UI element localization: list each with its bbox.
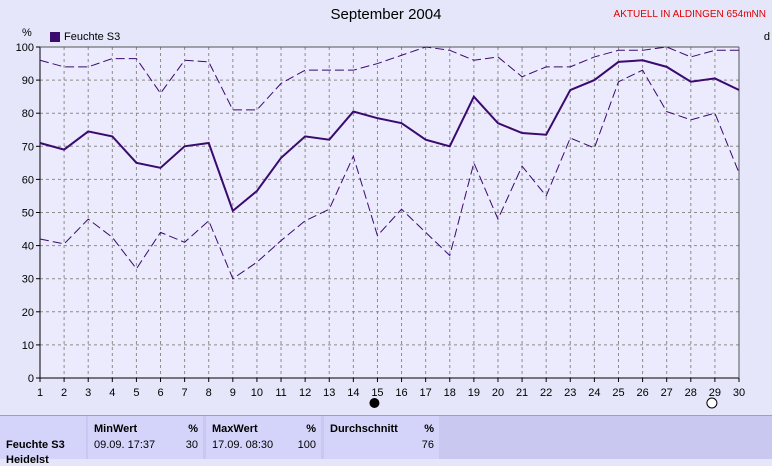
series-mean-line [39,59,740,213]
avg-header: Durchschnitt [330,423,398,435]
min-cell: MinWert % 09.09. 17:37 30 [88,416,203,459]
x-tick-label: 24 [588,387,600,399]
x-tick-label: 13 [323,387,335,399]
min-header: MinWert [94,423,138,435]
x-tick-label: 30 [733,387,745,399]
max-value: 100 [297,439,316,451]
x-tick-label: 27 [661,387,673,399]
y-tick-label: 10 [22,340,34,352]
full-moon-icon [369,398,380,408]
avg-cell: Durchschnitt % 76 [324,416,439,459]
x-tick-label: 17 [420,387,432,399]
x-tick-label: 23 [564,387,576,399]
x-tick-label: 25 [612,387,624,399]
x-tick-label: 15 [371,387,383,399]
y-tick-label: 90 [22,75,34,87]
y-tick-label: 40 [22,241,34,253]
legend-swatch [50,32,60,42]
legend-label: Feuchte S3 [64,31,121,43]
x-tick-label: 26 [636,387,648,399]
x-tick-label: 3 [85,387,91,399]
max-header: MaxWert [212,423,258,435]
max-cell: MaxWert % 17.09. 08:30 100 [206,416,321,459]
chart-title: September 2004 [330,6,442,23]
y-tick-label: 100 [16,42,34,54]
right-edge-label: d [763,31,770,43]
x-tick-label: 5 [133,387,139,399]
y-axis-label: % [22,27,32,39]
x-tick-label: 4 [109,387,115,399]
x-tick-label: 9 [230,387,236,399]
avg-value: 76 [421,439,434,451]
x-tick-label: 1 [37,387,43,399]
y-tick-label: 20 [22,307,34,319]
x-tick-label: 6 [157,387,163,399]
x-tick-label: 7 [182,387,188,399]
x-tick-label: 14 [347,387,359,399]
y-tick-label: 70 [22,141,34,153]
x-tick-label: 8 [206,387,212,399]
y-tick-label: 0 [28,373,34,385]
x-tick-label: 21 [516,387,528,399]
y-tick-label: 50 [22,208,34,220]
sensor-cell: Feuchte S3 Heidelst [0,416,86,466]
x-tick-label: 11 [275,387,286,399]
sensor-name: Feuchte S3 [6,439,65,451]
x-tick-label: 16 [395,387,407,399]
x-tick-label: 28 [685,387,697,399]
x-tick-label: 10 [251,387,263,399]
y-tick-label: 30 [22,274,34,286]
series-max-line [39,46,739,111]
x-tick-label: 12 [299,387,311,399]
min-value: 30 [185,439,198,451]
avg-unit: % [424,423,434,435]
y-tick-label: 80 [22,108,34,120]
x-tick-label: 19 [468,387,480,399]
min-date: 09.09. 17:37 [94,439,156,451]
x-tick-label: 18 [444,387,456,399]
sensor-name-2: Heidelst [6,454,49,466]
new-moon-icon [706,397,718,409]
series-min-line [39,69,740,280]
legend: Feuchte S3 [50,31,120,43]
x-tick-label: 20 [492,387,504,399]
station-label: AKTUELL IN ALDINGEN 654mNN [613,9,766,20]
x-tick-label: 22 [540,387,552,399]
max-unit: % [306,423,316,435]
y-tick-label: 60 [22,174,34,186]
x-tick-label: 29 [709,387,721,399]
x-tick-label: 2 [61,387,67,399]
min-unit: % [188,423,198,435]
summary-table: Feuchte S3 Heidelst MinWert % 09.09. 17:… [0,415,772,466]
max-date: 17.09. 08:30 [212,439,274,451]
